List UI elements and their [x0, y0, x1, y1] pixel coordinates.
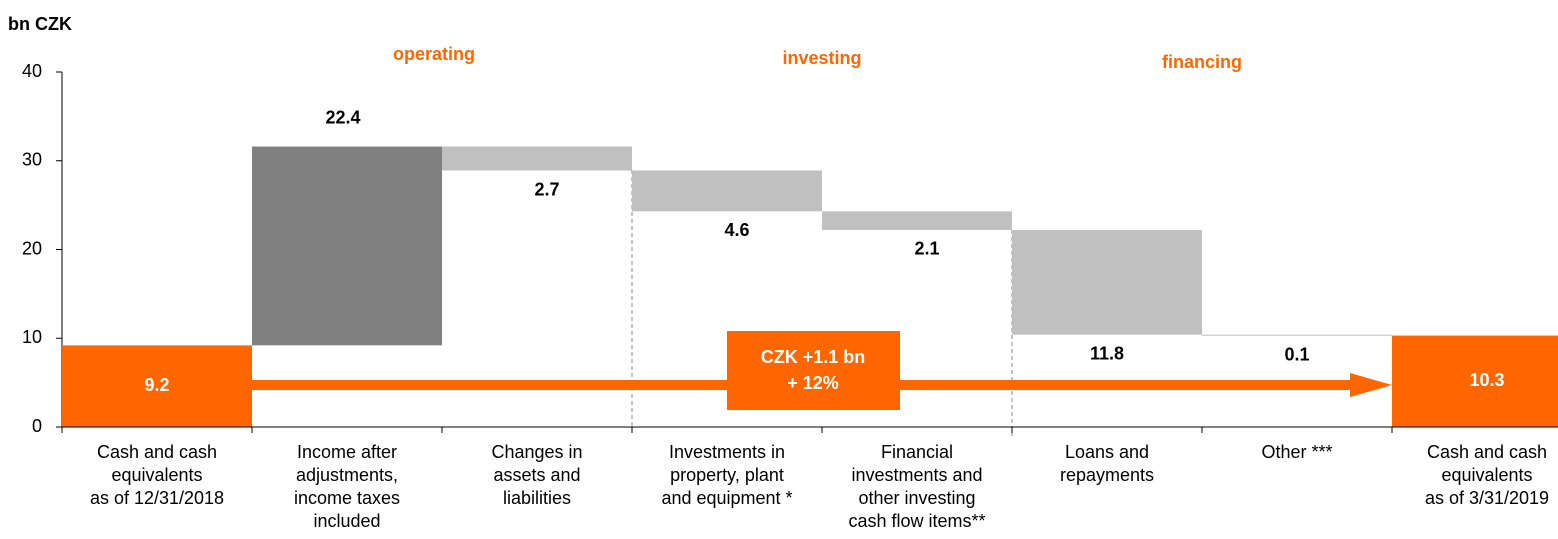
- bar: [1202, 334, 1392, 336]
- arrow-head: [1350, 373, 1392, 397]
- y-tick-label: 10: [22, 327, 42, 347]
- value-label: 4.6: [724, 220, 749, 240]
- x-tick-label: Financial investments and other investing c…: [848, 442, 985, 531]
- value-label: 10.3: [1469, 370, 1504, 390]
- x-tick-label: Changes in assets and liabilities: [491, 442, 582, 508]
- annotation-text: CZK +1.1 bn: [761, 347, 866, 367]
- x-tick-label: Cash and cash equivalents as of 12/31/2018: [90, 442, 224, 508]
- y-tick-label: 40: [22, 61, 42, 81]
- group-label: investing: [782, 48, 861, 68]
- x-tick-label: Loans and repayments: [1060, 442, 1154, 485]
- bar: [822, 211, 1012, 230]
- annotation-text: + 12%: [787, 373, 839, 393]
- bar: [442, 146, 632, 171]
- value-label: 22.4: [325, 107, 360, 127]
- x-tick-label: Investments in property, plant and equipme…: [661, 442, 792, 508]
- bar: [62, 345, 252, 427]
- value-label: 0.1: [1284, 344, 1309, 364]
- group-label: financing: [1162, 52, 1242, 72]
- group-label: operating: [393, 44, 475, 64]
- y-tick-label: 0: [32, 416, 42, 436]
- y-tick-label: 20: [22, 238, 42, 258]
- bar: [1392, 335, 1558, 427]
- value-label: 11.8: [1090, 343, 1124, 363]
- annotation-box: [727, 331, 900, 410]
- x-tick-label: Income after adjustments, income taxes incl…: [294, 442, 400, 531]
- bar: [252, 146, 442, 346]
- x-tick-label: Other ***: [1261, 442, 1332, 462]
- bar: [632, 170, 822, 212]
- x-tick-label: Cash and cash equivalents as of 3/31/2019: [1425, 442, 1549, 508]
- y-axis-label: bn CZK: [8, 14, 72, 34]
- y-tick-label: 30: [22, 150, 42, 170]
- bar: [1012, 229, 1202, 335]
- value-label: 2.1: [914, 239, 939, 259]
- value-label: 9.2: [144, 375, 169, 395]
- value-label: 2.7: [534, 179, 559, 199]
